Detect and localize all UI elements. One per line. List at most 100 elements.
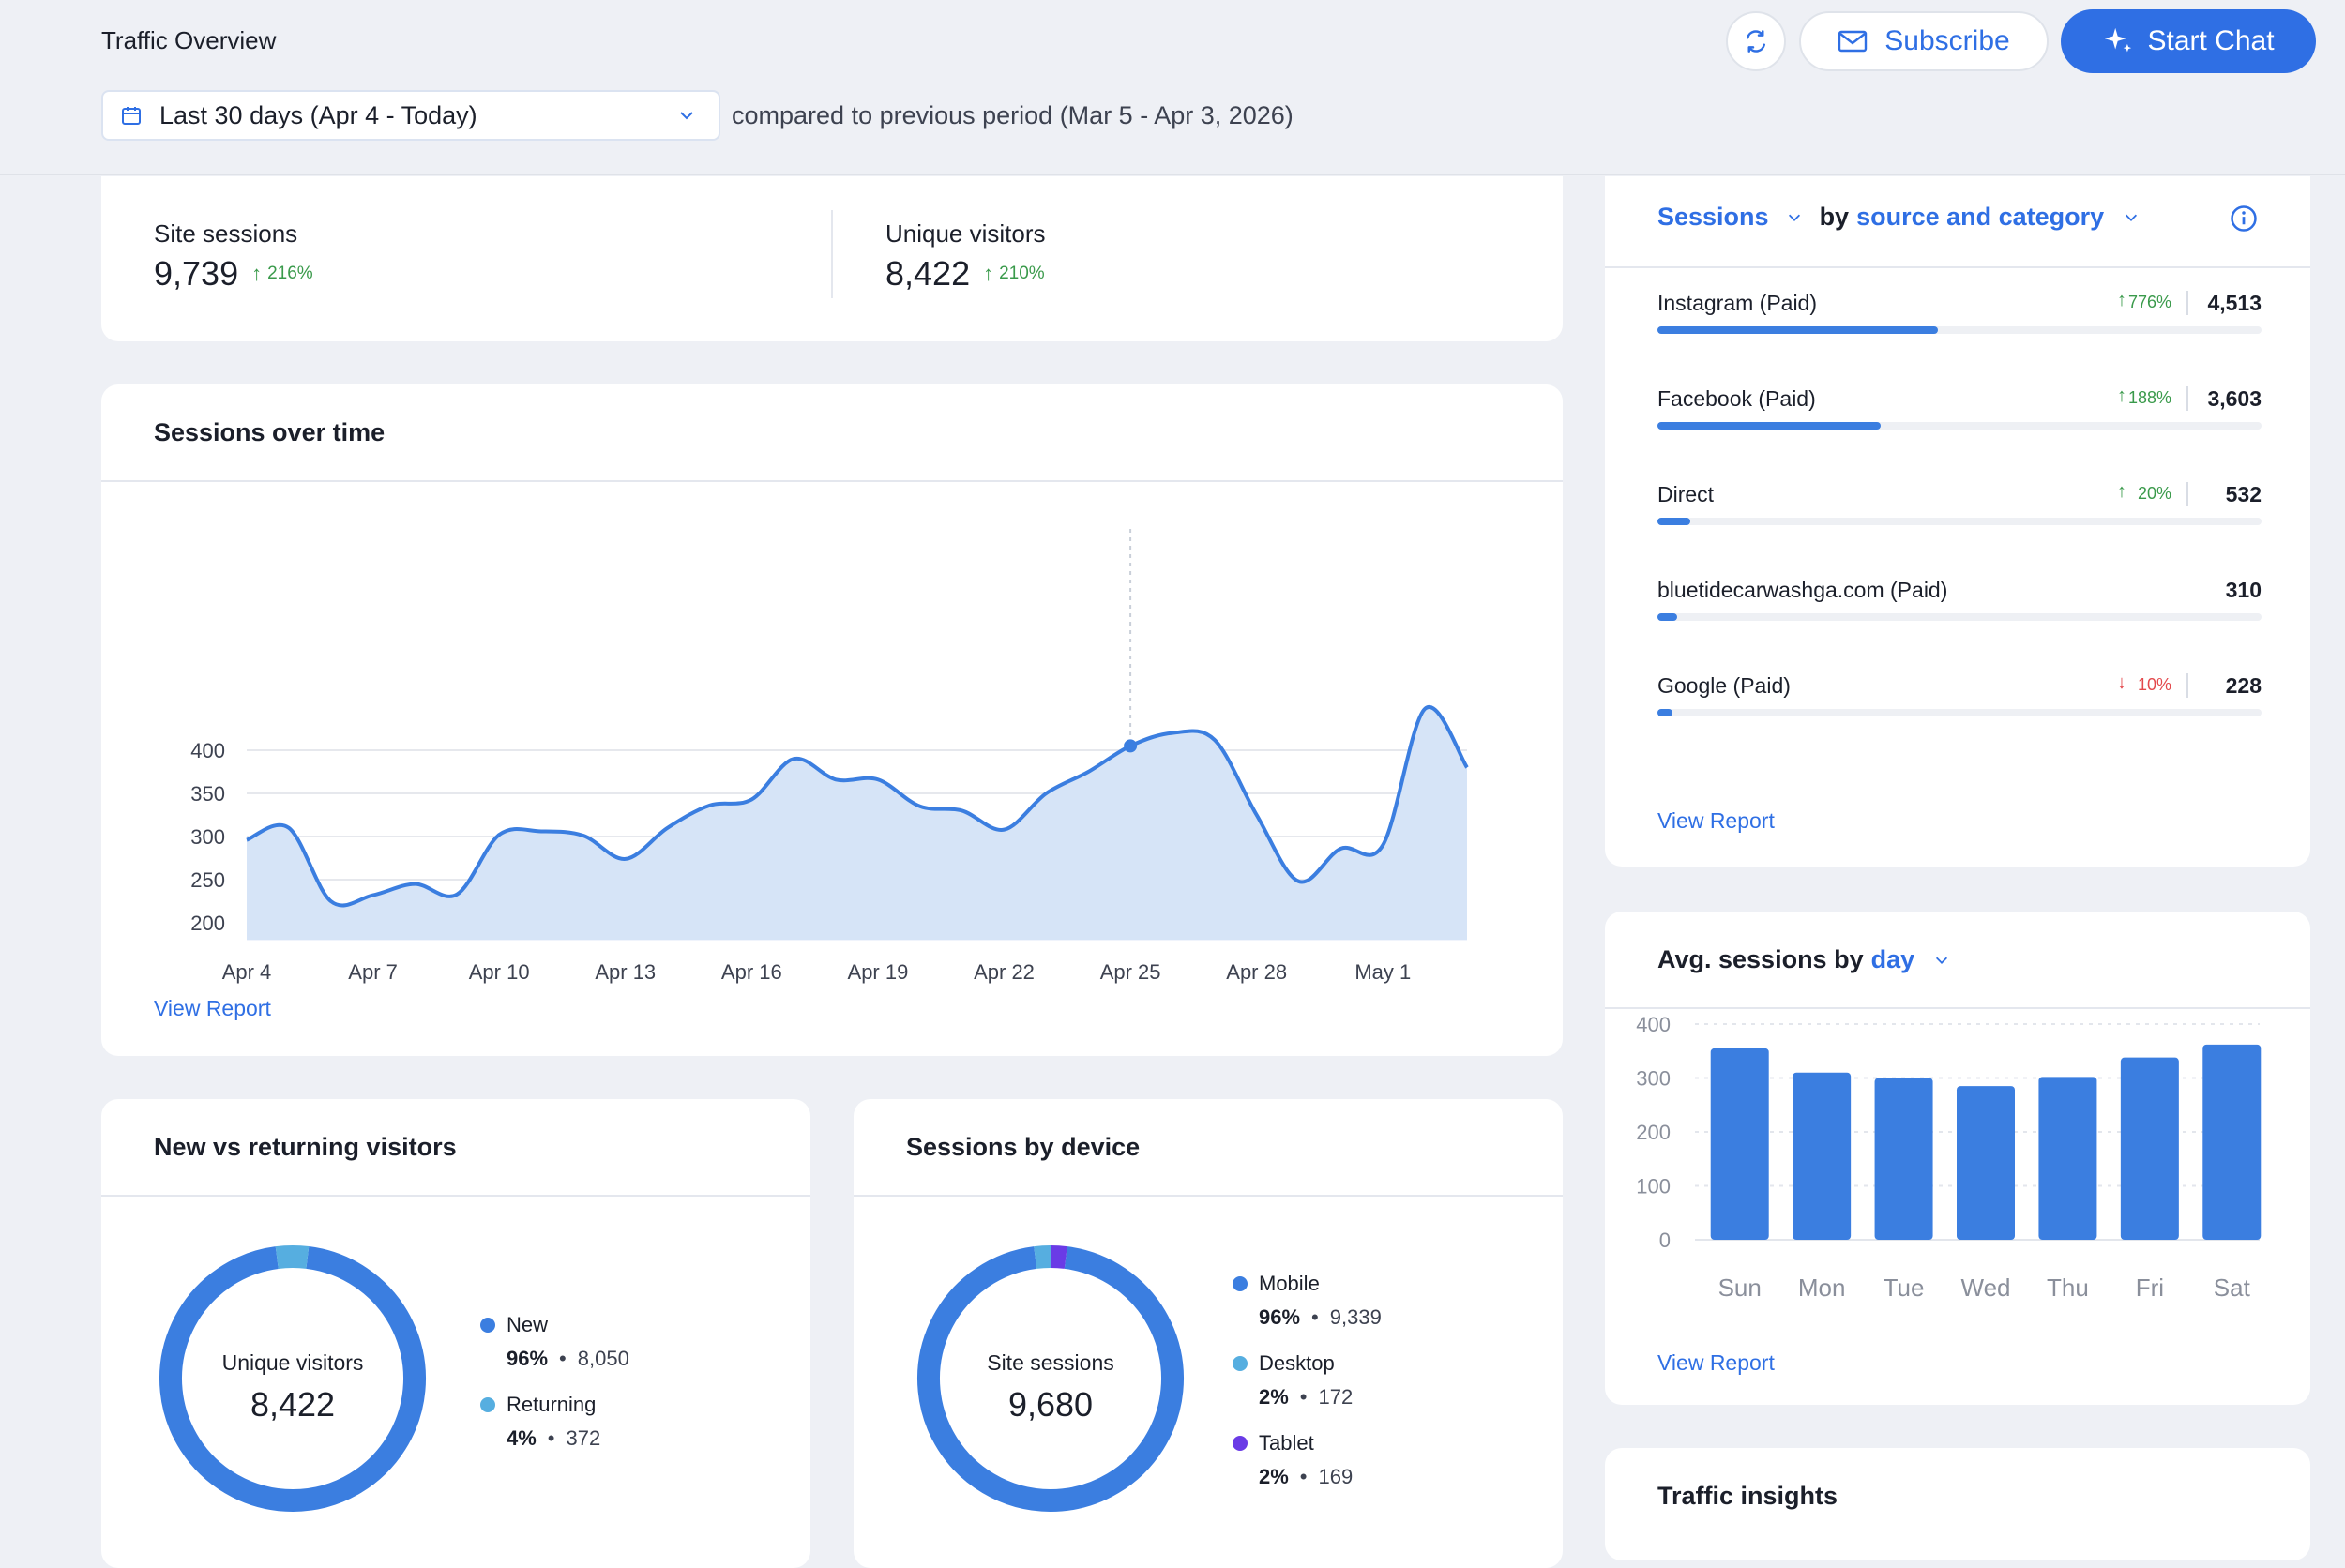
highlight-point[interactable] [1124,739,1138,753]
legend-separator: • [547,1426,555,1450]
source-bar-track [1657,326,2262,334]
dimension-select[interactable]: source and category [1856,203,2140,232]
traffic-insights-card: Traffic insights [1605,1448,2310,1560]
bar[interactable] [1874,1078,1933,1241]
card-header: Sessions by device [854,1099,1563,1197]
refresh-button[interactable] [1726,11,1786,71]
legend-item: Tablet 2% • 169 [1233,1431,1353,1489]
donut-slice[interactable] [159,1246,426,1512]
source-row[interactable]: Google (Paid) ↓ 10% 228 [1657,672,2262,730]
sessions-line-chart: 200 250 300 350 400 Apr 4 Apr 7 Apr 10 Apr 13 Apr… [190,529,1469,984]
page-title: Traffic Overview [101,26,277,54]
legend-pct: 96% [507,1347,549,1370]
legend-item: New 96% • 8,050 [480,1313,629,1371]
legend-separator: • [1299,1385,1308,1409]
source-change: 20% [2137,484,2171,503]
bar[interactable] [2120,1057,2179,1240]
series-line [246,704,1469,908]
x-tick-label: Tue [1884,1274,1925,1302]
bar[interactable] [1957,1086,2015,1240]
kpi-label: Unique visitors [885,219,1046,248]
legend-pct: 2% [1259,1465,1289,1488]
y-tick-label: 200 [190,912,225,935]
date-range-select[interactable]: Last 30 days (Apr 4 - Today) [101,90,720,141]
source-name: bluetidecarwashga.com (Paid) [1657,578,1948,602]
view-report-link[interactable]: View Report [1657,808,1775,833]
legend-item: Returning 4% • 372 [480,1393,600,1451]
source-value: 3,603 [2207,386,2262,411]
info-icon[interactable] [2230,204,2258,233]
bar[interactable] [1793,1072,1852,1240]
y-tick-label: 300 [1636,1067,1671,1091]
card-header: New vs returning visitors [101,1099,810,1197]
header-divider [0,174,2345,175]
legend-swatch [480,1318,495,1333]
source-bar-fill [1657,613,1677,621]
subscribe-button[interactable]: Subscribe [1799,11,2049,71]
source-row[interactable]: Facebook (Paid) ↑ 188% 3,603 [1657,385,2262,443]
legend-count: 9,339 [1329,1305,1382,1329]
mail-icon [1838,30,1868,53]
row-divider [2186,482,2188,506]
view-report-link[interactable]: View Report [1657,1350,1775,1375]
legend-separator: • [1299,1465,1308,1488]
source-row[interactable]: Instagram (Paid) ↑ 776% 4,513 [1657,290,2262,347]
donut-center-value: 8,422 [250,1385,336,1424]
visitors-donut-chart [159,1245,426,1512]
bar[interactable] [2038,1077,2097,1240]
legend-name: Mobile [1259,1272,1320,1295]
start-chat-button[interactable]: Start Chat [2061,9,2316,73]
row-divider [2186,291,2188,315]
donut-slice[interactable] [1050,1245,1067,1269]
source-bar-track [1657,613,2262,621]
donut-slice[interactable] [1034,1245,1051,1269]
card-header: Sessions over time [101,384,1563,482]
arrow-up-icon: ↑ [983,262,994,285]
x-tick-label: May 1 [1354,960,1411,984]
source-change: 776% [2127,293,2171,311]
device-donut-chart [917,1245,1184,1512]
source-name: Facebook (Paid) [1657,386,1816,411]
sparkle-icon [2105,27,2132,53]
legend-name: Tablet [1259,1431,1314,1455]
legend-count: 372 [566,1426,601,1450]
source-bar-fill [1657,709,1672,716]
bar[interactable] [2202,1044,2262,1240]
source-change: 188% [2127,388,2171,407]
kpi-divider [831,210,833,298]
metric-select[interactable]: Sessions [1657,203,1803,232]
calendar-icon [122,107,141,125]
chevron-down-icon [1936,957,1948,964]
donut-slice[interactable] [917,1246,1184,1512]
source-row[interactable]: Direct ↑ 20% 532 [1657,481,2262,538]
x-tick-label: Apr 10 [469,960,530,984]
legend-name: Desktop [1259,1351,1335,1375]
x-tick-label: Apr 22 [974,960,1035,984]
y-tick-label: 300 [190,825,225,849]
dimension-select[interactable]: day [1871,945,1951,974]
card-title: Traffic insights [1657,1482,1838,1510]
kpi-unique-visitors[interactable]: Unique visitors 8,422 ↑ 210% [885,219,1046,294]
sessions-over-time-card: Sessions over time 200 250 300 350 400 Apr 4 A… [101,384,1563,1056]
sources-card: Sessions by source and category Instagra… [1605,176,2310,867]
y-tick-label: 200 [1636,1121,1671,1144]
legend-swatch [1233,1276,1248,1291]
source-name: Direct [1657,482,1715,506]
source-bar-fill [1657,422,1882,430]
y-tick-label: 0 [1659,1229,1671,1252]
source-value: 310 [2225,578,2262,602]
x-tick-label: Fri [2136,1274,2164,1302]
bar[interactable] [1710,1048,1769,1240]
donut-slice[interactable] [275,1245,310,1270]
view-report-link[interactable]: View Report [154,996,271,1020]
y-tick-label: 100 [1636,1175,1671,1199]
legend-count: 8,050 [577,1347,629,1370]
kpi-site-sessions[interactable]: Site sessions 9,739 ↑ 216% [154,219,313,294]
legend-item: Mobile 96% • 9,339 [1233,1272,1382,1330]
legend-count: 172 [1318,1385,1354,1409]
card-header: Avg. sessions by day [1605,912,2310,1009]
source-row[interactable]: bluetidecarwashga.com (Paid) 310 [1657,578,2262,634]
refresh-icon [1747,30,1765,53]
card-title: Sessions over time [154,418,386,446]
y-tick-label: 350 [190,782,225,806]
